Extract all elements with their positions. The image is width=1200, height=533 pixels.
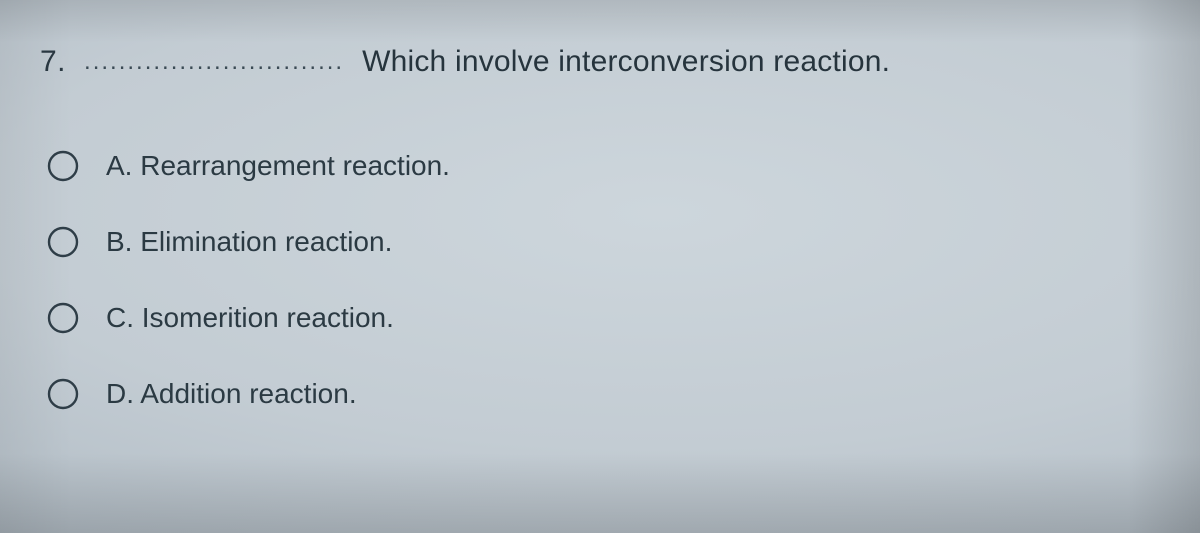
radio-icon[interactable]	[46, 301, 80, 335]
question-number: 7.	[40, 45, 66, 79]
question-row: 7. .............................. Which …	[40, 45, 1160, 79]
options-list: A. Rearrangement reaction. B. Eliminatio…	[40, 149, 1160, 411]
question-text: Which involve interconversion reaction.	[362, 45, 890, 79]
radio-icon[interactable]	[46, 377, 80, 411]
option-b[interactable]: B. Elimination reaction.	[46, 225, 1160, 259]
option-label: B. Elimination reaction.	[106, 226, 392, 258]
option-a[interactable]: A. Rearrangement reaction.	[46, 149, 1160, 183]
option-label: A. Rearrangement reaction.	[106, 150, 450, 182]
option-c[interactable]: C. Isomerition reaction.	[46, 301, 1160, 335]
option-label: D. Addition reaction.	[106, 378, 357, 410]
radio-icon[interactable]	[46, 225, 80, 259]
option-label: C. Isomerition reaction.	[106, 302, 394, 334]
radio-icon[interactable]	[46, 149, 80, 183]
option-d[interactable]: D. Addition reaction.	[46, 377, 1160, 411]
blank-dots: ..............................	[84, 48, 344, 76]
quiz-question-block: 7. .............................. Which …	[0, 0, 1200, 533]
